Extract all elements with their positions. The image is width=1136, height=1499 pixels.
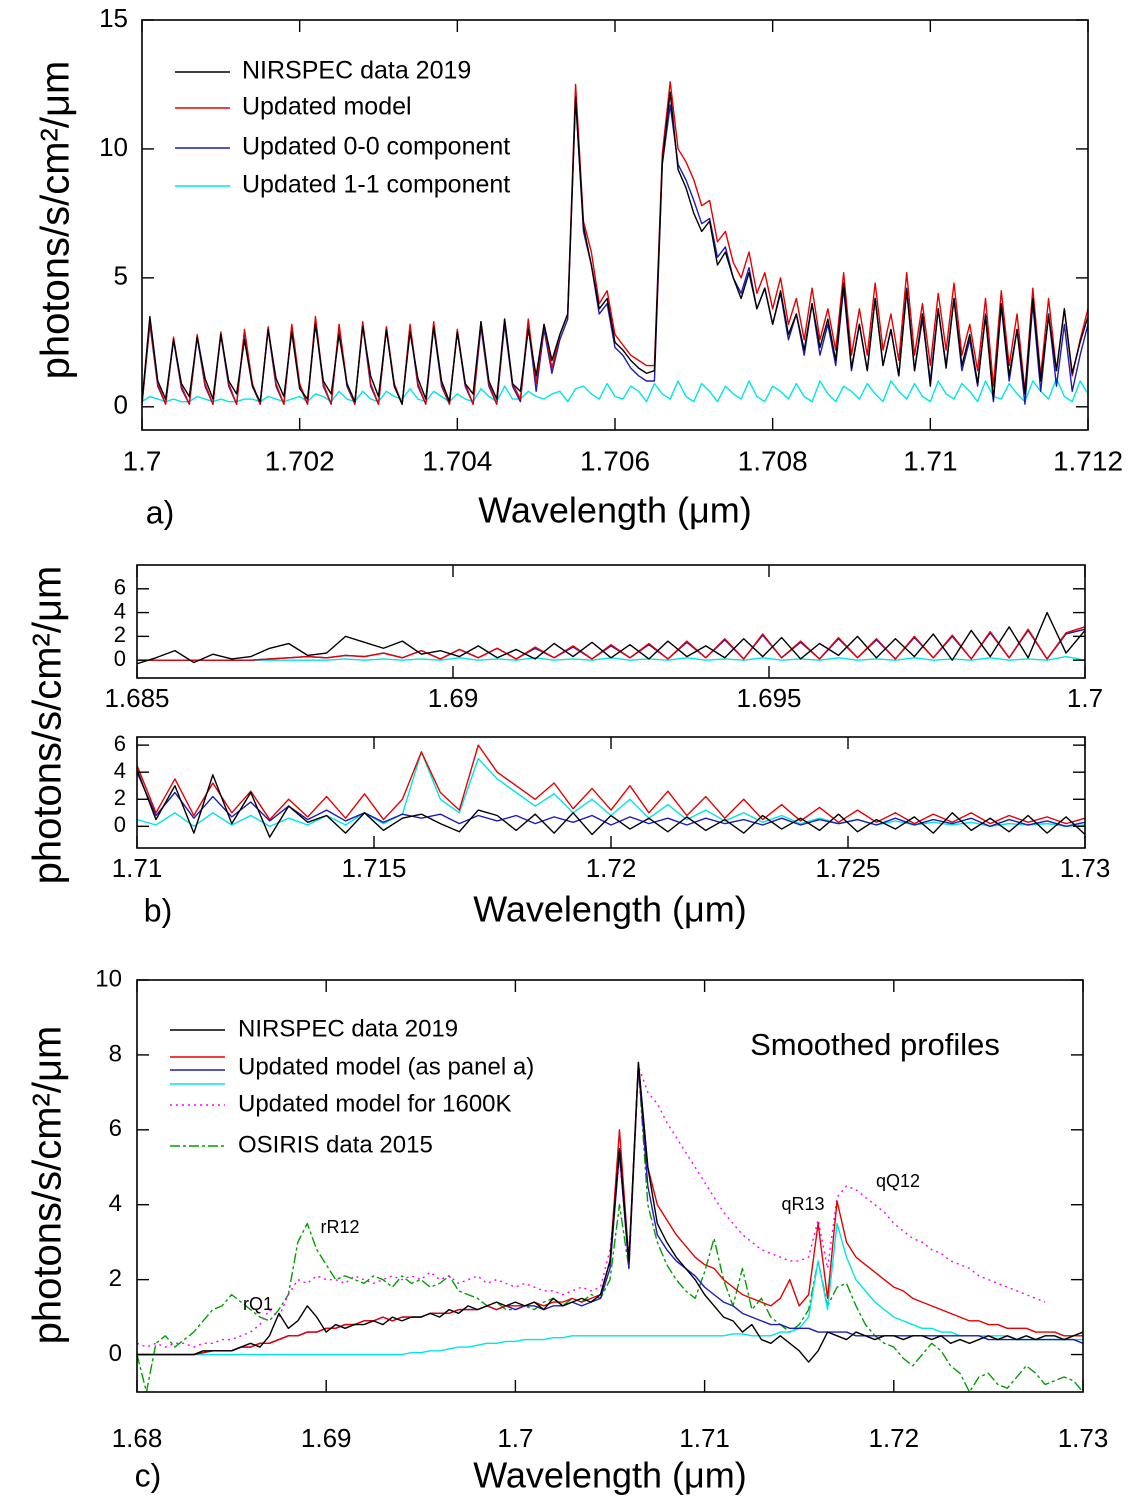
legend-label: Updated model for 1600K: [238, 1090, 512, 1117]
y-tick-label: 5: [114, 261, 128, 291]
y-tick-label: 0: [114, 812, 126, 837]
legend-label: Updated 0-0 component: [242, 133, 510, 161]
x-tick-label: 1.715: [341, 853, 406, 883]
y-tick-label: 0: [114, 390, 128, 420]
spectrum-line: [137, 1222, 1083, 1356]
annotation: rQ1: [243, 1294, 273, 1314]
x-tick-label: 1.704: [422, 445, 492, 476]
legend-label: NIRSPEC data 2019: [238, 1015, 458, 1042]
x-tick-label: 1.712: [1053, 445, 1123, 476]
annotation: rR12: [320, 1217, 359, 1237]
legend-label: Updated model (as panel a): [238, 1053, 534, 1080]
panel-label: c): [135, 1457, 162, 1493]
spectrum-line: [137, 769, 1085, 838]
spectrum-line: [137, 744, 1085, 825]
x-tick-label: 1.7: [123, 445, 162, 476]
panel-label: a): [146, 494, 174, 530]
x-tick-label: 1.702: [265, 445, 335, 476]
y-tick-label: 6: [114, 731, 126, 756]
spectrum-line: [142, 91, 1088, 405]
x-axis-label: Wavelength (μm): [473, 889, 746, 930]
x-tick-label: 1.69: [428, 683, 479, 713]
x-tick-label: 1.72: [586, 853, 637, 883]
x-tick-label: 1.68: [112, 1423, 163, 1453]
annotation: qQ12: [876, 1171, 920, 1191]
spectrum-line: [137, 626, 1085, 661]
x-tick-label: 1.72: [868, 1423, 919, 1453]
plot-frame: [136, 979, 1084, 1393]
x-tick-label: 1.708: [738, 445, 808, 476]
annotation: qR13: [781, 1194, 824, 1214]
legend-label: Updated model: [242, 93, 412, 121]
x-tick-label: 1.71: [679, 1423, 730, 1453]
legend-label: NIRSPEC data 2019: [242, 57, 471, 85]
plot-frame: [136, 564, 1086, 679]
y-axis-label: photons/s/cm²/μm: [26, 1026, 70, 1345]
x-tick-label: 1.685: [104, 683, 169, 713]
y-tick-label: 4: [114, 598, 126, 623]
y-tick-label: 6: [109, 1115, 122, 1142]
spectrum-line: [137, 1065, 1083, 1392]
y-tick-label: 2: [114, 785, 126, 810]
y-tick-label: 4: [114, 758, 126, 783]
y-tick-label: 10: [99, 132, 128, 162]
x-tick-label: 1.73: [1060, 853, 1111, 883]
y-tick-label: 10: [95, 965, 122, 992]
x-tick-label: 1.7: [497, 1423, 533, 1453]
spectrum-line: [137, 611, 1085, 665]
x-tick-label: 1.69: [301, 1423, 352, 1453]
y-tick-label: 4: [109, 1190, 122, 1217]
y-axis-label: photons/s/cm²/μm: [34, 61, 78, 380]
y-tick-label: 6: [114, 575, 126, 600]
annotation: Smoothed profiles: [750, 1027, 1000, 1062]
spectrum-line: [137, 1065, 1046, 1348]
panel-label: b): [144, 892, 172, 928]
y-axis-label: photons/s/cm²/μm: [26, 566, 70, 885]
x-axis-label: Wavelength (μm): [478, 490, 751, 531]
x-tick-label: 1.695: [736, 683, 801, 713]
x-tick-label: 1.725: [815, 853, 880, 883]
y-tick-label: 8: [109, 1040, 122, 1067]
spectrum-line: [142, 377, 1088, 403]
x-tick-label: 1.7: [1067, 683, 1103, 713]
legend-label: OSIRIS data 2015: [238, 1131, 433, 1158]
x-tick-label: 1.706: [580, 445, 650, 476]
y-tick-label: 15: [99, 3, 128, 33]
y-tick-label: 2: [114, 622, 126, 647]
spectrum-line: [137, 1061, 1083, 1363]
x-tick-label: 1.71: [903, 445, 958, 476]
spectrum-line: [142, 81, 1088, 405]
y-tick-label: 2: [109, 1265, 122, 1292]
x-tick-label: 1.71: [112, 853, 163, 883]
x-tick-label: 1.73: [1058, 1423, 1109, 1453]
plot-frame: [136, 736, 1086, 849]
y-tick-label: 0: [114, 646, 126, 671]
x-axis-label: Wavelength (μm): [473, 1455, 746, 1496]
y-tick-label: 0: [109, 1340, 122, 1367]
legend-label: Updated 1-1 component: [242, 171, 510, 199]
